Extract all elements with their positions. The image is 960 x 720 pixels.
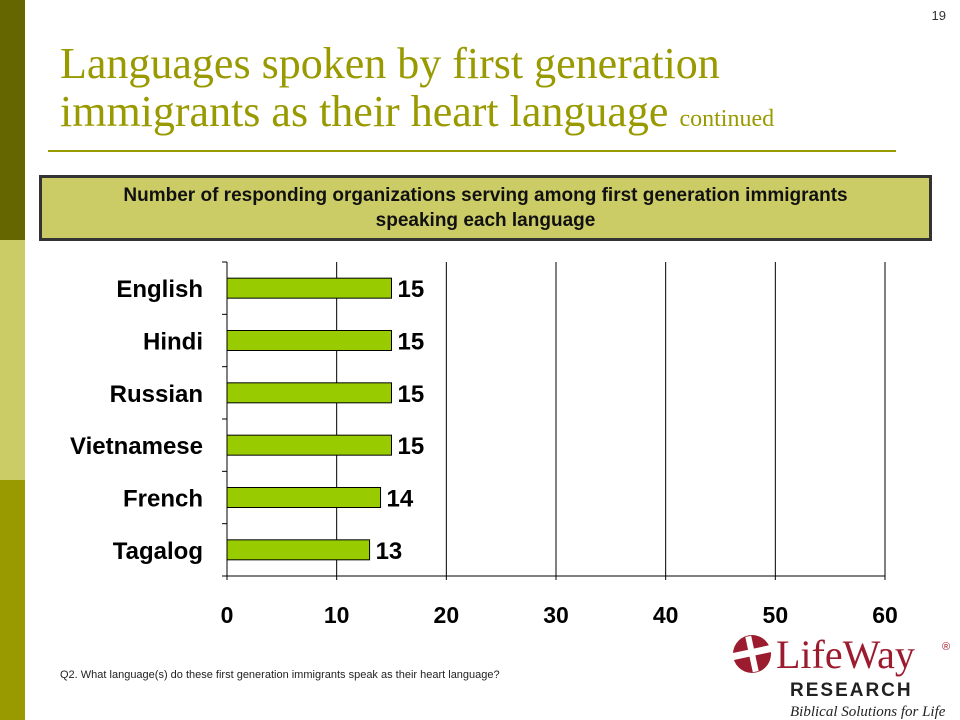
title-main: Languages spoken by first generation imm… bbox=[60, 39, 720, 136]
side-stripe-light bbox=[0, 240, 25, 480]
x-tick-label: 60 bbox=[872, 602, 898, 628]
chart-subtitle-box: Number of responding organizations servi… bbox=[39, 175, 932, 241]
x-tick-label: 40 bbox=[653, 602, 679, 628]
x-tick-label: 50 bbox=[763, 602, 789, 628]
category-label: English bbox=[116, 276, 203, 303]
category-label: Tagalog bbox=[113, 538, 203, 565]
x-tick-label: 20 bbox=[434, 602, 460, 628]
x-tick-label: 30 bbox=[543, 602, 569, 628]
bar bbox=[226, 382, 392, 404]
x-tick-label: 0 bbox=[221, 602, 234, 628]
data-label: 14 bbox=[387, 486, 414, 513]
logo-name: LifeWay bbox=[776, 632, 915, 677]
logo-cross-icon bbox=[731, 635, 773, 673]
bar bbox=[226, 487, 382, 508]
logo-research: RESEARCH bbox=[790, 680, 913, 701]
data-label: 13 bbox=[376, 538, 403, 565]
title-suffix: continued bbox=[679, 106, 775, 132]
logo-tagline: Biblical Solutions for Life bbox=[790, 704, 946, 720]
chart-subtitle: Number of responding organizations servi… bbox=[123, 185, 848, 231]
bar bbox=[226, 434, 392, 456]
footnote: Q2. What language(s) do these first gene… bbox=[60, 669, 500, 681]
bar bbox=[226, 539, 371, 561]
page-number: 19 bbox=[931, 8, 946, 23]
data-label: 15 bbox=[398, 276, 425, 303]
title-divider bbox=[48, 150, 896, 152]
logo-registered-mark: ® bbox=[942, 641, 950, 653]
lifeway-research-logo: LifeWay ® RESEARCH Biblical Solutions fo… bbox=[731, 632, 950, 720]
page-title: Languages spoken by first generation imm… bbox=[60, 40, 920, 143]
data-label: 15 bbox=[398, 329, 425, 356]
category-label: French bbox=[123, 486, 203, 513]
category-label: Vietnamese bbox=[70, 433, 203, 460]
side-stripe-dark bbox=[0, 0, 25, 240]
x-tick-label: 10 bbox=[324, 602, 350, 628]
data-label: 15 bbox=[398, 433, 425, 460]
category-label: Russian bbox=[110, 381, 203, 408]
category-label: Hindi bbox=[143, 329, 203, 356]
bar bbox=[226, 330, 392, 351]
bar bbox=[226, 277, 392, 299]
side-stripe-mid bbox=[0, 480, 25, 720]
data-label: 15 bbox=[398, 381, 425, 408]
